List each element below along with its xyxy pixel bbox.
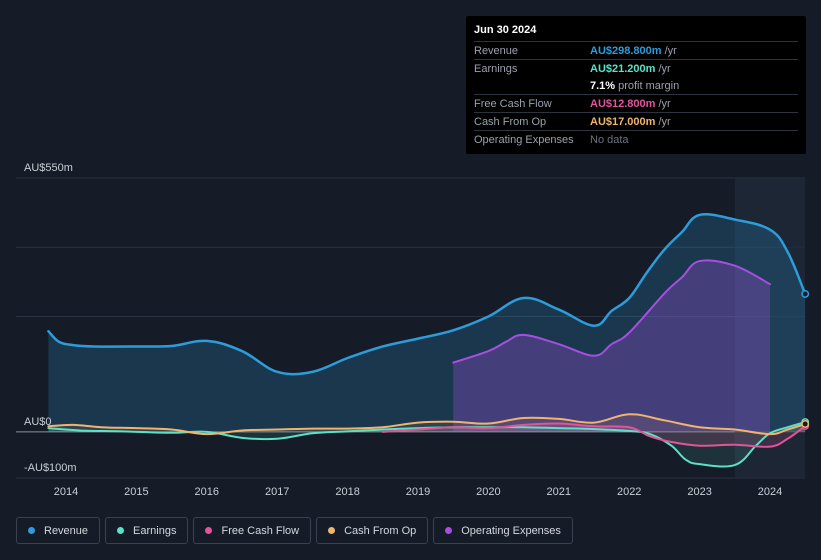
area-revenue: [48, 214, 806, 432]
x-axis-labels: 2014 2015 2016 2017 2018 2019 2020 2021 2022 2023…: [54, 486, 782, 498]
x-tick-label: 2014: [54, 486, 78, 498]
tooltip-value: 7.1%: [590, 79, 616, 92]
y-tick-label: AU$0: [24, 416, 52, 428]
x-tick-label: 2021: [547, 486, 571, 498]
area-earnings: [48, 422, 806, 467]
x-tick-label: 2018: [335, 486, 359, 498]
legend-dot-icon: [205, 527, 213, 534]
tooltip-label: Earnings: [474, 62, 518, 75]
tooltip-unit: /yr: [658, 62, 671, 75]
tooltip-unit: /yr: [658, 115, 671, 128]
legend-dot-icon: [445, 527, 453, 534]
chart: AU$550m AU$0 -AU$100m 2014 2015 2016 2017 2018…: [16, 162, 810, 498]
area-operating-expenses: [453, 260, 770, 432]
tooltip-unit: /yr: [664, 44, 677, 57]
line-operating-expenses: [452, 259, 771, 364]
end-marker-revenue: [801, 289, 810, 298]
tooltip-label: Free Cash Flow: [474, 97, 552, 110]
tooltip-label: Revenue: [474, 44, 519, 57]
tooltip-row-operating-expenses: Operating Expenses No data: [474, 130, 798, 148]
x-tick-label: 2016: [195, 486, 219, 498]
legend-item-revenue[interactable]: Revenue: [16, 517, 101, 544]
tooltip-unit: profit margin: [618, 79, 680, 92]
chart-legend: Revenue Earnings Free Cash Flow Cash Fro…: [16, 517, 573, 544]
y-tick-label: -AU$100m: [24, 462, 77, 474]
x-tick-label: 2015: [124, 486, 148, 498]
tooltip-value: AU$12.800m: [590, 97, 656, 110]
legend-item-earnings[interactable]: Earnings: [105, 517, 189, 544]
y-axis-labels: AU$550m AU$0 -AU$100m: [24, 162, 77, 474]
legend-item-free-cash-flow[interactable]: Free Cash Flow: [193, 517, 312, 544]
tooltip-row-profit-margin: 7.1% profit margin: [474, 77, 798, 94]
x-tick-label: 2020: [476, 486, 500, 498]
tooltip-row-earnings: Earnings AU$21.200m /yr: [474, 59, 798, 77]
x-tick-label: 2022: [617, 486, 641, 498]
line-free-cash-flow: [381, 422, 807, 448]
x-tick-label: 2024: [758, 486, 782, 498]
x-tick-label: 2023: [687, 486, 711, 498]
tooltip-value: AU$298.800m: [590, 44, 662, 57]
area-free-cash-flow: [382, 423, 806, 447]
y-tick-label: AU$550m: [24, 162, 73, 174]
legend-item-operating-expenses[interactable]: Operating Expenses: [433, 517, 573, 544]
legend-dot-icon: [117, 527, 125, 534]
legend-label: Free Cash Flow: [221, 524, 300, 537]
tooltip-value: No data: [590, 133, 629, 146]
end-marker-cash-from-op: [801, 420, 810, 428]
tooltip-row-free-cash-flow: Free Cash Flow AU$12.800m /yr: [474, 94, 798, 112]
legend-dot-icon: [328, 527, 336, 534]
tooltip-row-revenue: Revenue AU$298.800m /yr: [474, 41, 798, 59]
series-end-markers: [801, 289, 810, 430]
legend-label: Earnings: [133, 524, 177, 537]
legend-label: Cash From Op: [344, 524, 417, 537]
legend-item-cash-from-op[interactable]: Cash From Op: [316, 517, 429, 544]
data-tooltip: Jun 30 2024 Revenue AU$298.800m /yr Earn…: [466, 16, 806, 154]
tooltip-value: AU$21.200m: [590, 62, 656, 75]
x-tick-label: 2019: [406, 486, 430, 498]
legend-label: Revenue: [44, 524, 89, 537]
tooltip-unit: /yr: [658, 97, 671, 110]
legend-label: Operating Expenses: [461, 524, 561, 537]
tooltip-row-cash-from-op: Cash From Op AU$17.000m /yr: [474, 112, 798, 130]
tooltip-value: AU$17.000m: [590, 115, 656, 128]
x-tick-label: 2017: [265, 486, 289, 498]
series-lines: [47, 213, 807, 468]
tooltip-label: Operating Expenses: [474, 133, 574, 146]
tooltip-date: Jun 30 2024: [474, 24, 537, 36]
line-revenue: [47, 213, 807, 376]
legend-dot-icon: [28, 527, 35, 534]
line-cash-from-op: [47, 413, 807, 436]
tooltip-label: Cash From Op: [474, 115, 547, 128]
